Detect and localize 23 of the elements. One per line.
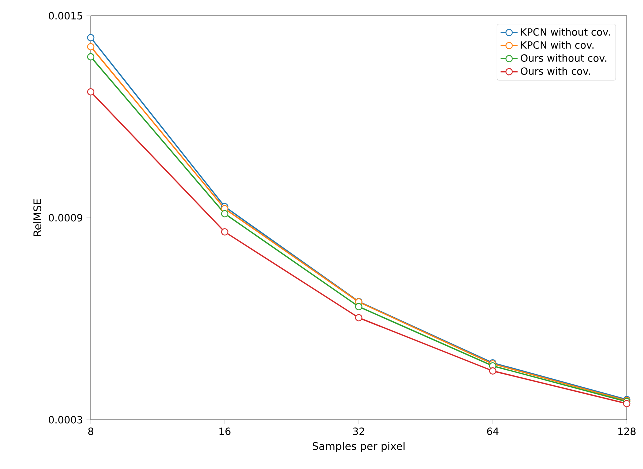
x-axis-title: Samples per pixel <box>312 442 405 452</box>
y-tick-label: 0.0015 <box>49 12 82 20</box>
point <box>221 228 229 236</box>
point <box>489 368 497 375</box>
y-tick-label: 0.0003 <box>49 416 82 424</box>
legend-label: KPCN without cov. <box>521 28 610 36</box>
x-tick-label: 64 <box>487 428 499 436</box>
x-tick-label: 16 <box>220 428 231 436</box>
point <box>355 314 363 322</box>
legend-label: Ours with cov. <box>521 67 590 76</box>
legend-label: Ours without cov. <box>521 54 607 62</box>
x-tick-label: 128 <box>618 428 636 436</box>
point <box>355 303 363 311</box>
y-tick-label: 0.0009 <box>49 214 83 222</box>
point <box>221 210 229 218</box>
y-axis-title: RelMSE <box>33 199 42 236</box>
x-tick-label: 32 <box>353 428 364 436</box>
legend-label: KPCN with cov. <box>521 41 594 50</box>
point <box>87 53 95 61</box>
point <box>87 34 95 42</box>
x-tick-label: 8 <box>88 428 94 436</box>
point <box>87 43 95 51</box>
point <box>87 88 95 96</box>
